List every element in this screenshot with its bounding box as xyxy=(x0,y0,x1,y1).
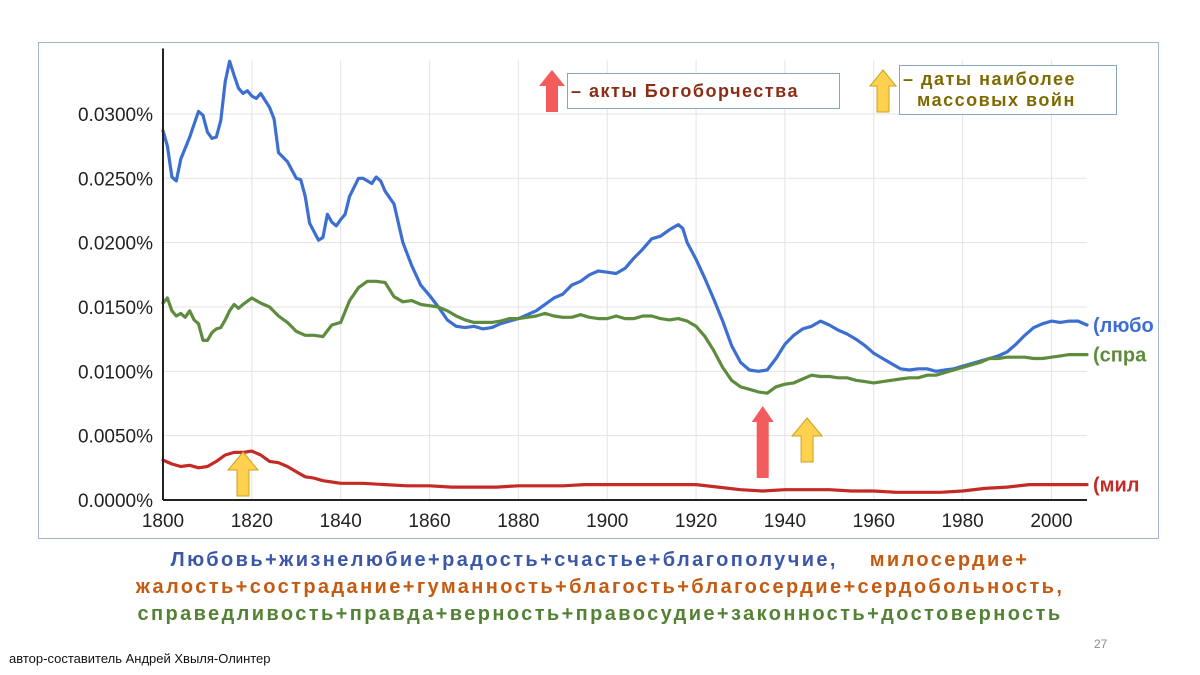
war-marker-arrow xyxy=(226,451,260,497)
legend-wars-line1: – даты наиболее xyxy=(903,69,1076,89)
yellow-up-arrow-icon xyxy=(868,69,898,113)
y-tick-label: 0.0150% xyxy=(78,298,153,319)
series-line-love xyxy=(161,59,1089,373)
series-line-justice xyxy=(161,279,1089,395)
ngram-chart: 1800 1820 1840 1860 1880 1900 1920 1940 1960 1980… xyxy=(78,48,1154,532)
legend-wars: – даты наиболее массовых войн xyxy=(899,65,1117,115)
y-tick-label: 0.0300% xyxy=(78,105,153,126)
series-line-mercy xyxy=(161,449,1089,494)
series-label-love: (любо xyxy=(1093,315,1154,337)
caption-love-terms: Любовь+жизнелюбие+радость+счастье+благоп… xyxy=(170,549,838,571)
chart-frame: 1800 1820 1840 1860 1880 1900 1920 1940 1960 1980… xyxy=(38,42,1159,539)
y-tick-label: 0.0250% xyxy=(78,169,153,190)
legend-wars-line2: массовых войн xyxy=(917,90,1076,110)
x-tick-label: 1980 xyxy=(941,511,983,532)
caption-mercy-terms-start: милосердие+ xyxy=(869,549,1030,571)
caption: Любовь+жизнелюбие+радость+счастье+благоп… xyxy=(0,547,1200,628)
caption-line-1: Любовь+жизнелюбие+радость+счастье+благоп… xyxy=(0,547,1200,574)
y-tick-label: 0.0200% xyxy=(78,234,153,255)
caption-mercy-terms: жалость+сострадание+гуманность+благость+… xyxy=(135,576,1065,598)
series-label-justice: (спра xyxy=(1093,345,1147,367)
x-tick-label: 1820 xyxy=(231,511,273,532)
caption-justice-terms: справедливость+правда+верность+правосуди… xyxy=(137,603,1063,625)
y-tick-label: 0.0050% xyxy=(78,427,153,448)
x-tick-label: 1800 xyxy=(142,511,184,532)
y-tick-label: 0.0000% xyxy=(78,491,153,512)
legend-theomachy-label: – акты Богоборчества xyxy=(571,81,799,101)
x-tick-label: 1860 xyxy=(408,511,450,532)
page-number: 27 xyxy=(1094,637,1108,651)
x-tick-label: 1960 xyxy=(853,511,895,532)
x-tick-label: 2000 xyxy=(1030,511,1072,532)
legend-theomachy: – акты Богоборчества xyxy=(567,73,840,109)
x-tick-label: 1840 xyxy=(320,511,362,532)
war-marker-arrow xyxy=(791,417,824,463)
red-up-arrow-icon xyxy=(539,70,565,112)
x-tick-label: 1900 xyxy=(586,511,628,532)
series-label-mercy: (мил xyxy=(1093,475,1139,497)
y-tick-label: 0.0100% xyxy=(78,362,153,383)
x-tick-label: 1920 xyxy=(675,511,717,532)
x-tick-label: 1880 xyxy=(497,511,539,532)
author-credit: автор-составитель Андрей Хвыля-Олинтер xyxy=(9,651,271,666)
theomachy-marker-arrow xyxy=(751,406,774,478)
x-tick-label: 1940 xyxy=(764,511,806,532)
